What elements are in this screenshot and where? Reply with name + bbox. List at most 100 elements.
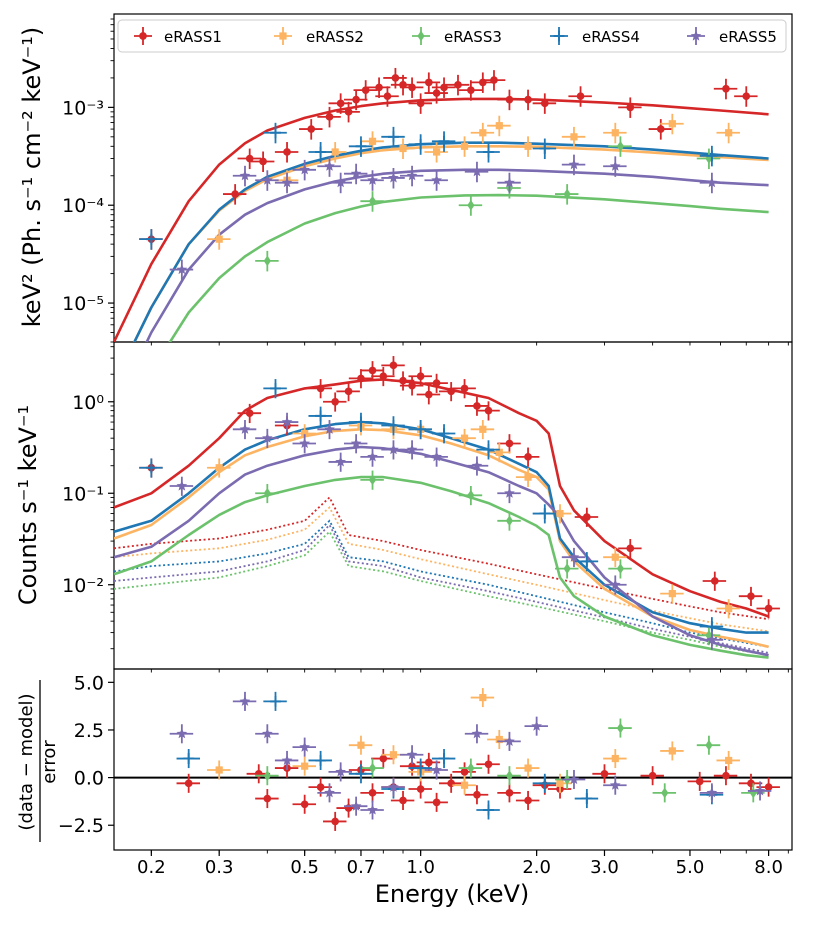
unfolded-marker-erass1-9 [352,95,360,104]
x-tick-label-8: 8.0 [754,857,783,878]
unfolded-marker-erass1-5 [307,125,316,133]
counts-marker-erass2-7 [495,448,503,456]
residuals-point-erass1-4 [292,794,316,814]
counts-point-erass5-10 [399,440,424,460]
counts-marker-erass1-3 [316,384,325,393]
counts-point-erass4-10 [699,617,724,637]
residuals-marker-erass1-4 [300,800,309,809]
unfolded-marker-erass1-7 [336,99,345,108]
unfolded-marker-erass1-30 [722,84,730,93]
unfolded-marker-erass5-2 [262,174,273,185]
counts-marker-erass1-9 [389,361,398,370]
unfolded-marker-erass2-4 [399,144,407,153]
legend-symbol-0 [139,32,147,40]
residuals-point-erass2-12 [716,750,740,770]
legend-box [117,19,787,53]
unfolded-point-erass1-25 [515,89,540,111]
residuals-point-erass1-26 [640,766,664,786]
residuals-y-tick-label-3: 5.0 [74,672,104,694]
counts-marker-erass5-7 [350,437,362,448]
counts-model-line-erass2 [114,427,769,649]
counts-y-tick-label-0: 10⁻² [62,575,104,597]
unfolded-point-erass5-3 [274,172,299,194]
residuals-point-erass1-18 [452,762,476,782]
residuals-marker-erass5-18 [754,785,766,796]
residuals-point-erass2-6 [470,688,495,708]
x-tick-label-1: 0.3 [205,857,234,878]
unfolded-marker-erass1-29 [656,125,665,133]
counts-marker-erass5-16 [706,634,718,645]
residuals-marker-erass1-5 [316,783,325,791]
residuals-marker-erass3-0 [263,770,271,782]
legend-entry-erass2: eRASS2 [274,27,364,46]
counts-marker-erass1-12 [416,372,425,381]
counts-point-erass5-7 [343,434,368,454]
residuals-point-erass2-5 [452,775,476,795]
unfolded-marker-erass3-1 [368,195,377,207]
counts-marker-erass2-9 [556,509,564,518]
counts-point-erass4-7 [476,440,500,460]
counts-marker-erass2-1 [301,429,309,438]
counts-marker-erass5-4 [299,437,310,448]
residuals-marker-erass4-0 [183,753,195,764]
residuals-marker-erass3-6 [661,787,669,799]
residuals-point-erass3-5 [608,718,632,738]
counts-marker-erass1-24 [747,592,755,601]
residuals-y-tick-label-0: −2.5 [58,815,104,837]
counts-marker-erass1-1 [245,409,254,418]
residuals-point-erass1-21 [497,783,521,803]
unfolded-marker-erass5-4 [299,164,310,175]
unfolded-point-erass5-12 [464,161,489,183]
residuals-marker-erass5-10 [406,749,418,760]
counts-marker-erass1-16 [460,384,469,393]
counts-point-erass3-2 [458,485,483,506]
legend-marker-erass5 [687,27,705,45]
unfolded-point-erass1-20 [445,74,470,96]
unfolded-point-erass4-1 [263,122,287,144]
counts-marker-erass4-7 [483,444,494,456]
counts-marker-erass1-25 [764,604,773,613]
residuals-marker-erass1-27 [695,777,704,786]
counts-model-line-erass3 [114,475,769,659]
unfolded-point-erass1-15 [399,77,424,98]
residuals-marker-erass2-0 [215,766,223,774]
unfolded-point-erass1-28 [618,97,642,118]
unfolded-marker-erass1-25 [524,95,532,104]
legend-entry-erass3: eRASS3 [412,27,502,46]
unfolded-point-erass5-9 [381,167,405,189]
legend-entry-erass4: eRASS4 [550,27,640,46]
residuals-point-erass4-6 [431,749,456,769]
counts-marker-erass1-22 [626,544,635,553]
legend-label-erass3: eRASS3 [444,28,502,46]
unfolded-point-erass2-8 [487,115,511,137]
counts-point-erass1-14 [424,373,448,393]
counts-marker-erass4-8 [539,508,551,519]
unfolded-point-erass5-11 [424,170,448,191]
x-tick-label-3: 0.7 [347,857,376,878]
unfolded-marker-erass4-2 [315,146,327,158]
residuals-point-erass5-8 [360,800,384,820]
counts-marker-erass1-19 [505,439,514,448]
counts-point-erass4-6 [431,424,456,444]
unfolded-marker-erass2-13 [725,129,733,137]
counts-point-erass5-4 [292,434,316,454]
counts-point-erass1-13 [416,385,441,405]
unfolded-marker-erass1-21 [467,86,475,94]
unfolded-point-erass1-21 [458,80,483,101]
counts-point-erass4-0 [139,458,163,478]
unfolded-point-erass3-4 [555,184,579,205]
residuals-point-erass5-15 [561,769,586,790]
counts-point-erass1-10 [390,371,415,391]
counts-marker-erass3-1 [368,474,377,486]
x-tick-label-7: 5.0 [676,857,705,878]
counts-point-erass2-10 [603,547,627,568]
unfolded-point-erass1-31 [734,86,758,107]
residuals-point-erass5-13 [497,731,521,751]
legend-symbol-4 [690,30,702,41]
counts-point-erass1-11 [399,376,424,396]
unfolded-marker-erass5-13 [504,177,515,188]
counts-point-erass4-9 [574,552,599,572]
counts-point-erass2-7 [487,443,511,463]
counts-marker-erass4-3 [355,416,367,428]
